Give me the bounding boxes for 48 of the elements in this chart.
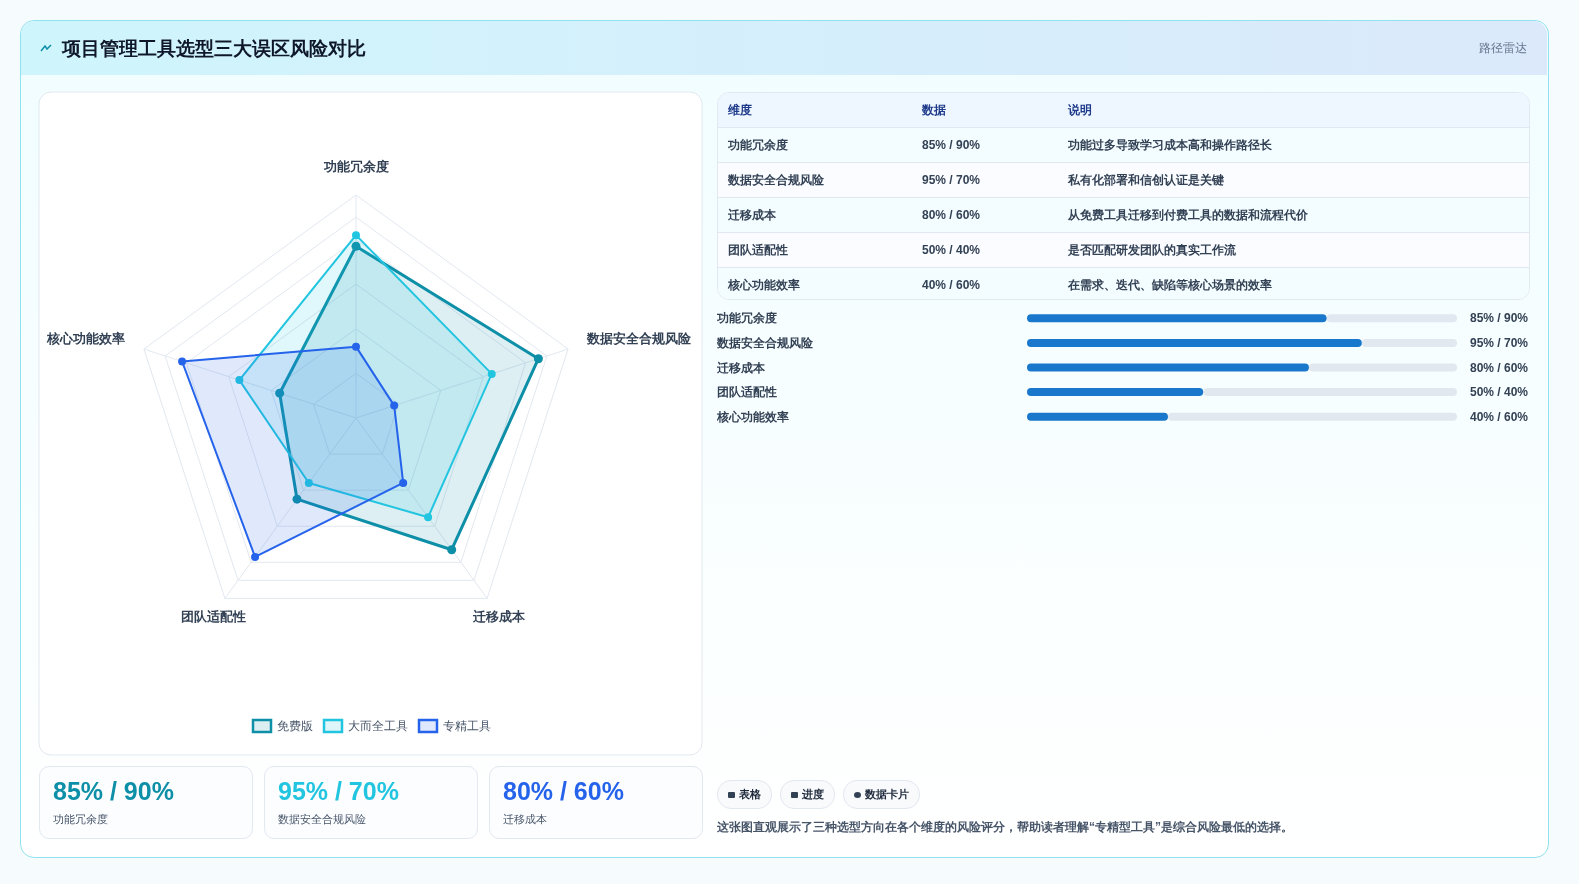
category-label: 迁移成本 xyxy=(717,360,765,375)
data-label: 95% / 70% xyxy=(1469,335,1529,350)
text: 表格 xyxy=(739,788,761,800)
text: 50% / 40% xyxy=(912,232,1058,268)
text: 私有化部署和信创认证是关键 xyxy=(1058,162,1529,198)
text: 85% / 90% xyxy=(912,127,1058,163)
text: 95% / 70% xyxy=(278,777,399,806)
text: 功能过多导致学习成本高和操作路径长 xyxy=(1058,127,1529,163)
text: 是否匹配研发团队的真实工作流 xyxy=(1058,232,1529,268)
text: 说明 xyxy=(1067,101,1093,119)
text: 项目管理工具选型三大误区风险对比 xyxy=(62,37,366,61)
text: 数据卡片 xyxy=(865,788,909,800)
text: 迁移成本 xyxy=(718,197,912,233)
spoke-label: 功能冗余度 xyxy=(322,159,389,174)
text: 功能冗余度 xyxy=(718,127,912,163)
category-label: 团队适配性 xyxy=(717,385,777,400)
text: 团队适配性 xyxy=(718,232,912,268)
legend-label: 专精工具 xyxy=(443,719,491,733)
text: 85% / 90% xyxy=(53,777,174,806)
text: 数据安全合规风险 xyxy=(718,162,912,198)
text: 从免费工具迁移到付费工具的数据和流程代价 xyxy=(1058,197,1529,233)
spoke-label: 数据安全合规风险 xyxy=(586,330,693,346)
data-label: 85% / 90% xyxy=(1469,311,1529,326)
text: 核心功能效率 xyxy=(718,267,912,302)
text: 数据安全合规风险 xyxy=(278,812,366,827)
text: 40% / 60% xyxy=(912,267,1058,302)
spoke-label: 迁移成本 xyxy=(471,608,526,624)
text: 迁移成本 xyxy=(503,812,547,827)
legend-label: 大而全工具 xyxy=(348,719,408,733)
text: 这张图直观展示了三种选型方向在各个维度的风险评分，帮助读者理解“专精型工具”是综合风险最低的选择。 xyxy=(717,819,1294,836)
spoke-label: 核心功能效率 xyxy=(45,330,125,346)
legend-label: 免费版 xyxy=(277,719,313,733)
data-label: 80% / 60% xyxy=(1469,360,1529,375)
text: 80% / 60% xyxy=(912,197,1058,233)
spoke-label: 团队适配性 xyxy=(180,608,246,624)
text: 在需求、迭代、缺陷等核心场景的效率 xyxy=(1058,267,1529,302)
text: 数据 xyxy=(921,101,947,119)
category-label: 核心功能效率 xyxy=(717,409,789,424)
text: 进度 xyxy=(802,788,824,800)
text: 路径雷达 xyxy=(1479,40,1527,57)
text: 维度 xyxy=(727,101,753,119)
text: 95% / 70% xyxy=(912,162,1058,198)
category-label: 功能冗余度 xyxy=(717,311,777,326)
category-label: 数据安全合规风险 xyxy=(717,335,813,350)
text: 80% / 60% xyxy=(503,777,624,806)
data-label: 40% / 60% xyxy=(1469,409,1529,424)
text: 功能冗余度 xyxy=(53,812,108,827)
data-label: 50% / 40% xyxy=(1469,385,1529,400)
